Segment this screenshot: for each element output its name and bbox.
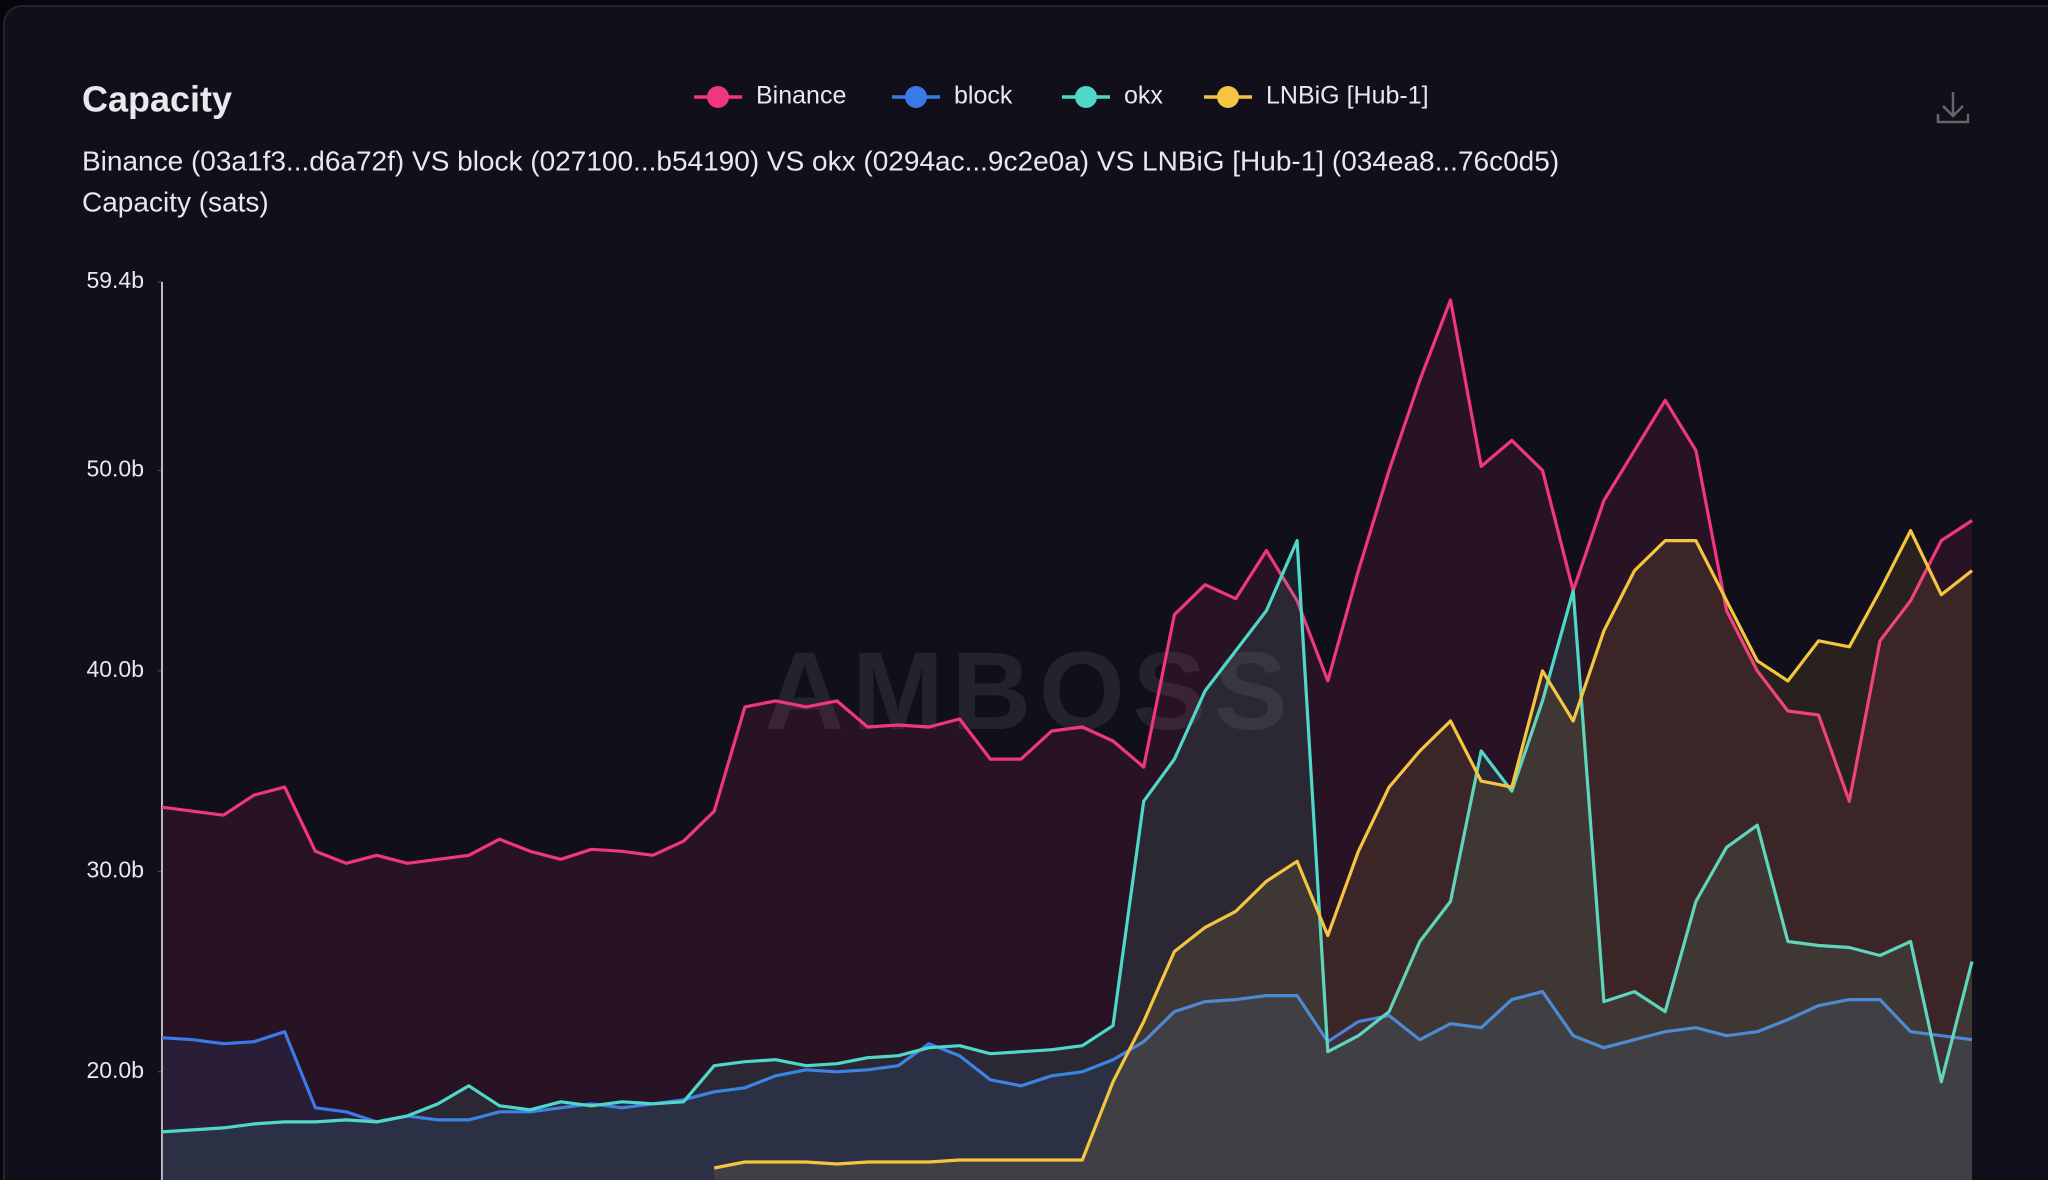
- chart-subtitle: Binance (03a1f3...d6a72f) VS block (0271…: [82, 145, 1559, 176]
- legend-label: okx: [1124, 82, 1163, 110]
- legend-item: LNBiG [Hub-1]: [1204, 82, 1429, 110]
- legend-swatch: [1075, 86, 1097, 108]
- legend-item: Binance: [694, 82, 846, 110]
- series-area: [162, 300, 1972, 1180]
- y-axis-label: Capacity (sats): [82, 186, 269, 217]
- watermark: AMBOSS: [765, 630, 1296, 753]
- series-area: [162, 540, 1972, 1180]
- legend-item: block: [892, 82, 1013, 110]
- y-tick-label: 50.0b: [86, 455, 144, 481]
- series-area: [162, 991, 1972, 1180]
- y-tick-label: 20.0b: [86, 1057, 144, 1083]
- y-tick-label: 59.4b: [86, 267, 144, 293]
- series-line: [161, 298, 1973, 865]
- y-tick-label: 30.0b: [86, 856, 144, 882]
- chart-title: Capacity: [82, 79, 232, 120]
- download-icon[interactable]: [1936, 92, 1970, 124]
- legend-swatch: [905, 86, 927, 108]
- y-tick-label: 40.0b: [86, 656, 144, 682]
- legend-label: LNBiG [Hub-1]: [1266, 82, 1429, 110]
- legend-swatch: [707, 86, 729, 108]
- legend-swatch: [1217, 86, 1239, 108]
- series-area: [714, 530, 1973, 1180]
- panel: [3, 5, 2048, 1180]
- legend-label: Binance: [756, 82, 846, 110]
- series-line: [161, 539, 1974, 1134]
- series-line: [161, 990, 1973, 1124]
- legend-item: okx: [1062, 82, 1163, 110]
- legend-label: block: [954, 82, 1013, 110]
- series-line: [713, 529, 1973, 1170]
